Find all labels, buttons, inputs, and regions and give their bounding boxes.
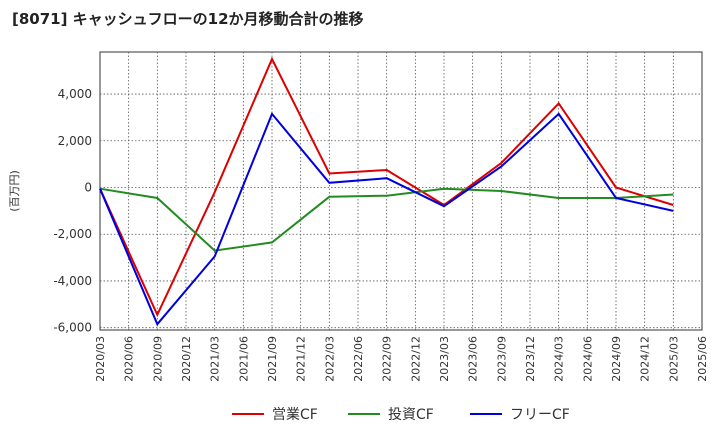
x-tick-label: 2025/03 xyxy=(667,336,680,382)
x-tick-label: 2022/12 xyxy=(409,336,422,382)
legend-label: 投資CF xyxy=(388,407,434,423)
y-tick-label: -4,000 xyxy=(53,274,92,288)
y-tick-label: 2,000 xyxy=(58,134,92,148)
y-tick-label: -6,000 xyxy=(53,321,92,335)
x-tick-label: 2023/12 xyxy=(524,336,537,382)
x-tick-label: 2021/12 xyxy=(295,336,308,382)
y-tick-label: 0 xyxy=(84,180,92,194)
x-tick-label: 2024/06 xyxy=(581,336,594,382)
x-tick-label: 2023/03 xyxy=(438,336,451,382)
plot-area xyxy=(99,51,703,331)
x-tick-label: 2020/06 xyxy=(123,336,136,382)
x-tick-label: 2025/06 xyxy=(696,336,709,382)
series-line-フリーCF xyxy=(99,111,674,327)
x-tick-label: 2020/09 xyxy=(151,336,164,382)
legend-label: フリーCF xyxy=(510,407,570,423)
x-tick-label: 2024/09 xyxy=(610,336,623,382)
y-tick-label: 4,000 xyxy=(58,87,92,101)
x-tick-label: 2021/06 xyxy=(237,336,250,382)
x-tick-label: 2022/09 xyxy=(381,336,394,382)
x-tick-label: 2022/03 xyxy=(323,336,336,382)
series-line-投資CF xyxy=(99,187,674,252)
y-axis-label: (百万円) xyxy=(8,170,21,212)
x-tick-label: 2021/03 xyxy=(209,336,222,382)
x-tick-label: 2020/12 xyxy=(180,336,193,382)
y-tick-label: -2,000 xyxy=(53,227,92,241)
legend-label: 営業CF xyxy=(272,407,318,423)
x-tick-label: 2024/12 xyxy=(639,336,652,382)
x-tick-label: 2023/06 xyxy=(467,336,480,382)
x-tick-label: 2022/06 xyxy=(352,336,365,382)
x-tick-label: 2021/09 xyxy=(266,336,279,382)
x-tick-label: 2023/09 xyxy=(495,336,508,382)
x-tick-label: 2020/03 xyxy=(94,336,107,382)
chart-title: [8071] キャッシュフローの12か月移動合計の推移 xyxy=(12,10,364,28)
x-tick-label: 2024/03 xyxy=(553,336,566,382)
